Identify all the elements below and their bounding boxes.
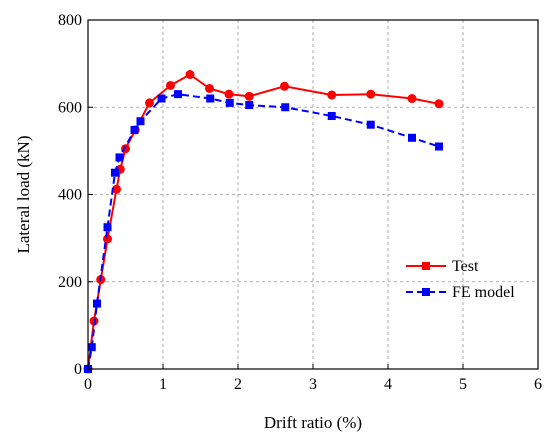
series-layer xyxy=(83,70,444,374)
data-point-fe-model xyxy=(245,101,254,110)
x-tick-label: 1 xyxy=(159,376,167,393)
data-point-fe-model xyxy=(206,94,215,103)
data-point-test xyxy=(185,70,195,80)
x-axis-title: Drift ratio (%) xyxy=(264,413,362,432)
x-tick-label: 0 xyxy=(84,376,92,393)
legend-item-test: Test xyxy=(406,258,479,275)
data-point-fe-model xyxy=(130,125,139,134)
ticks: 0 1 2 3 4 5 6 0 200 400 600 800 xyxy=(58,12,542,393)
legend-marker-test xyxy=(422,262,430,270)
data-point-test xyxy=(327,90,337,100)
data-point-test xyxy=(407,94,417,104)
grid xyxy=(88,20,538,369)
data-point-fe-model xyxy=(174,90,182,99)
data-point-test xyxy=(112,184,121,194)
data-point-fe-model xyxy=(111,168,119,177)
y-tick-label: 800 xyxy=(58,12,82,29)
x-tick-label: 4 xyxy=(384,376,392,393)
x-tick-label: 3 xyxy=(309,376,317,393)
data-point-test xyxy=(366,89,376,99)
data-point-test xyxy=(434,99,444,109)
data-point-test xyxy=(145,98,154,108)
y-tick-label: 0 xyxy=(74,361,82,378)
legend-marker-fe-model xyxy=(422,288,430,296)
legend: Test FE model xyxy=(406,258,515,301)
data-point-fe-model xyxy=(87,343,96,352)
data-point-fe-model xyxy=(366,120,375,129)
y-tick-label: 400 xyxy=(58,187,82,204)
data-point-fe-model xyxy=(225,98,234,107)
data-point-fe-model xyxy=(115,153,124,162)
legend-label-test: Test xyxy=(452,258,479,275)
legend-label-fe-model: FE model xyxy=(452,284,515,301)
data-point-fe-model xyxy=(157,94,166,103)
data-point-fe-model xyxy=(103,223,112,232)
data-point-test xyxy=(224,89,234,99)
data-point-test xyxy=(166,80,175,90)
data-point-fe-model xyxy=(281,103,290,112)
data-point-test xyxy=(244,91,254,101)
y-tick-label: 200 xyxy=(58,274,82,291)
series-line-fe-model xyxy=(87,93,440,370)
data-point-fe-model xyxy=(93,299,101,308)
data-point-test xyxy=(205,83,214,93)
data-point-test xyxy=(280,81,289,91)
data-point-fe-model xyxy=(435,142,443,151)
data-point-fe-model xyxy=(327,111,336,120)
data-point-fe-model xyxy=(408,133,416,142)
y-tick-label: 600 xyxy=(58,99,82,116)
x-tick-label: 2 xyxy=(234,376,242,393)
data-point-fe-model xyxy=(136,117,145,126)
x-tick-label: 6 xyxy=(534,376,542,393)
y-axis-title: Lateral load (kN) xyxy=(14,136,33,254)
data-point-test xyxy=(103,234,112,244)
legend-item-fe-model: FE model xyxy=(406,284,515,301)
x-tick-label: 5 xyxy=(459,376,467,393)
